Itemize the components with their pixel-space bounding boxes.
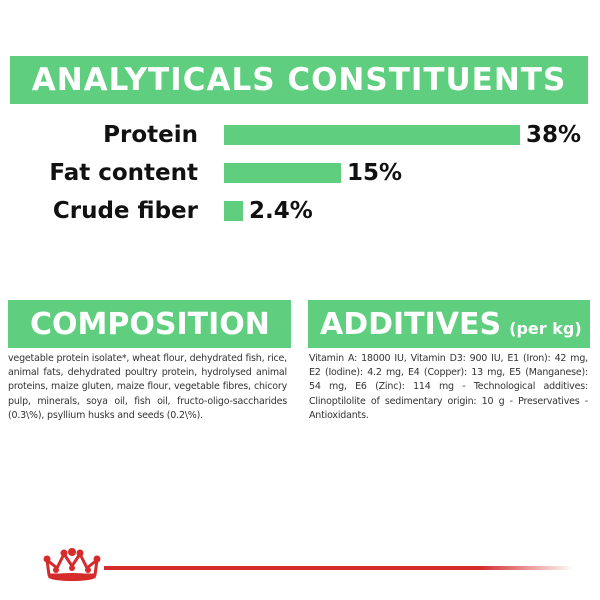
nutrient-bar: [224, 163, 341, 183]
composition-title: COMPOSITION: [30, 306, 270, 342]
analytical-constituents-title: ANALYTICALS CONSTITUENTS: [31, 62, 567, 98]
nutrient-label: Protein: [103, 122, 198, 148]
analytical-constituents-banner: ANALYTICALS CONSTITUENTS: [10, 56, 588, 104]
composition-banner: COMPOSITION: [8, 300, 291, 348]
crown-logo-icon: [43, 548, 101, 581]
nutrient-label: Fat content: [49, 160, 198, 186]
nutrient-value: 15%: [347, 160, 403, 186]
footer-accent-line: [104, 566, 574, 570]
nutrient-value: 38%: [526, 122, 582, 148]
composition-text: vegetable protein isolate*, wheat flour,…: [8, 353, 287, 421]
additives-text: Vitamin A: 18000 IU, Vitamin D3: 900 IU,…: [309, 353, 588, 421]
additives-banner: ADDITIVES (per kg): [308, 300, 590, 348]
nutrient-value: 2.4%: [249, 198, 313, 224]
nutrient-bar: [224, 125, 520, 145]
additives-title: ADDITIVES: [320, 306, 502, 342]
nutrient-label: Crude fiber: [52, 198, 198, 224]
nutrient-bar: [224, 201, 243, 221]
additives-subtitle: (per kg): [509, 318, 582, 338]
